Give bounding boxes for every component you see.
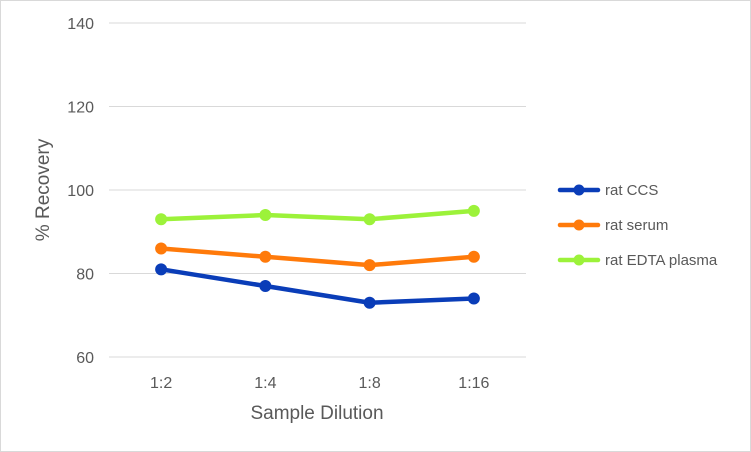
legend-label: rat CCS <box>605 182 658 199</box>
y-tick-label: 80 <box>76 267 94 284</box>
y-axis-title: % Recovery <box>33 138 54 241</box>
x-tick-label: 1:8 <box>359 375 381 392</box>
series-rat-edta-plasma <box>155 204 480 226</box>
data-point <box>467 250 480 263</box>
x-tick-label: 1:4 <box>254 375 276 392</box>
series-lines <box>155 204 480 309</box>
data-point <box>155 213 168 226</box>
legend-label: rat serum <box>605 217 668 234</box>
gridlines <box>109 22 526 358</box>
y-tick-label: 60 <box>76 350 94 367</box>
x-tick-label: 1:2 <box>150 375 172 392</box>
legend-item: rat EDTA plasma <box>557 252 718 269</box>
legend-item: rat CCS <box>557 182 658 199</box>
y-axis-ticks: 60 80 100 120 140 <box>67 16 94 367</box>
data-point <box>259 209 272 222</box>
y-tick-label: 100 <box>67 183 94 200</box>
legend-item: rat serum <box>557 217 668 234</box>
legend: rat CCS rat serum rat EDTA plasma <box>557 182 718 269</box>
legend-label: rat EDTA plasma <box>605 252 718 269</box>
series-line <box>158 267 477 305</box>
series-line <box>158 246 477 268</box>
x-axis-ticks: 1:2 1:4 1:8 1:16 <box>150 375 490 392</box>
data-point <box>155 263 168 276</box>
data-point <box>363 213 376 226</box>
y-tick-label: 140 <box>67 16 94 33</box>
data-point <box>259 250 272 263</box>
legend-marker <box>573 184 585 196</box>
data-point <box>155 242 168 255</box>
series-rat-ccs <box>155 263 480 309</box>
x-axis-title: Sample Dilution <box>250 403 383 424</box>
series-rat-serum <box>155 242 480 272</box>
data-point <box>259 280 272 293</box>
y-tick-label: 120 <box>67 100 94 117</box>
data-point <box>363 296 376 309</box>
series-line <box>158 208 477 222</box>
data-point <box>467 204 480 217</box>
data-point <box>363 259 376 272</box>
legend-marker <box>573 219 585 231</box>
x-tick-label: 1:16 <box>458 375 489 392</box>
legend-marker <box>573 254 585 266</box>
data-point <box>467 292 480 305</box>
